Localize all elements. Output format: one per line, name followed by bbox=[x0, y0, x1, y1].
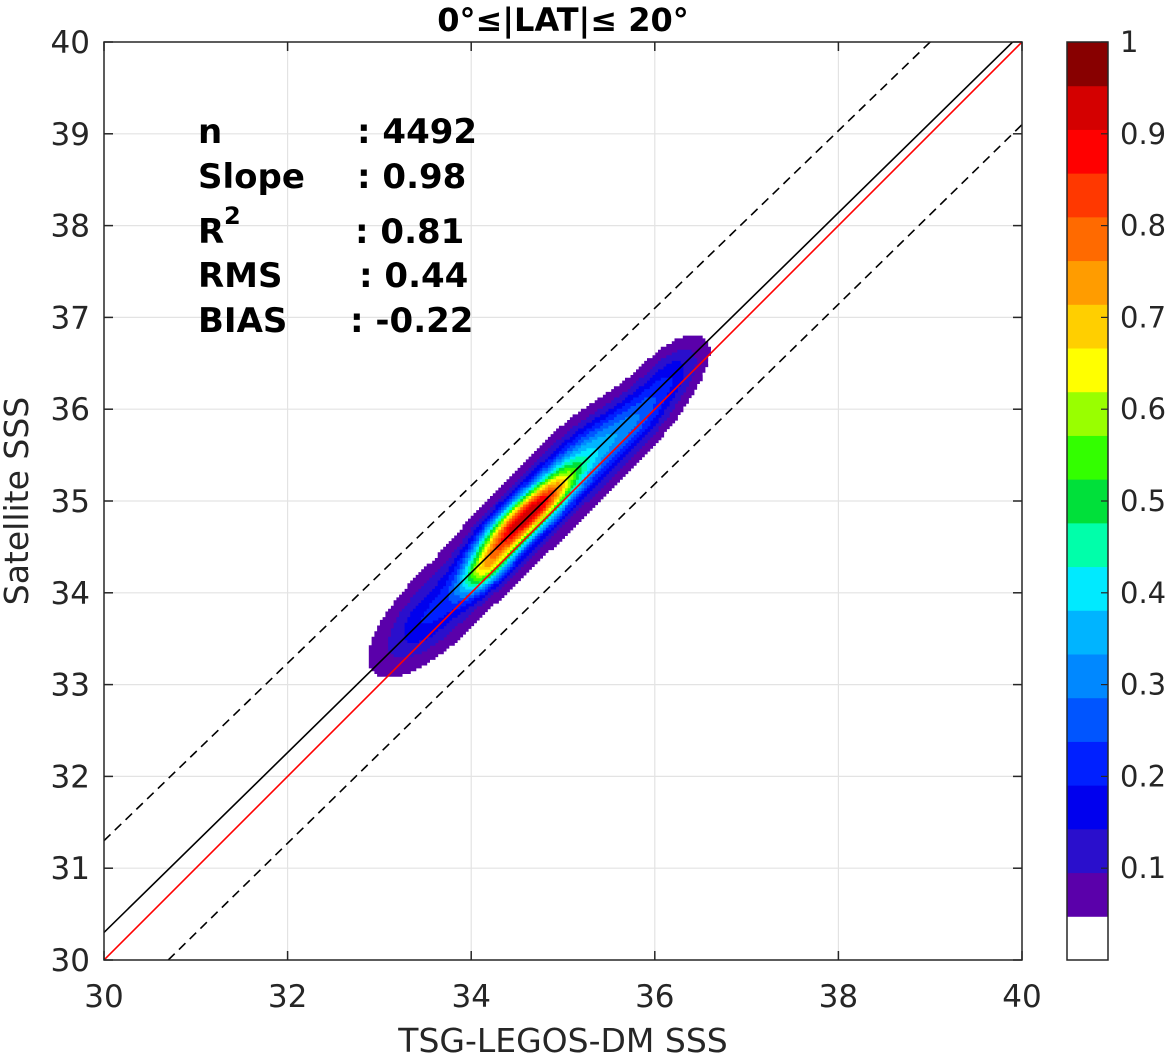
x-tick-label: 30 bbox=[84, 979, 123, 1015]
colorbar-tick-label: 0.3 bbox=[1120, 668, 1166, 702]
colorbar-segment bbox=[1067, 216, 1108, 262]
colorbar-segment bbox=[1067, 304, 1108, 349]
colorbar: 0.1 0.2 0.3 0.4 0.5 0.6 0.7 0.8 0.9 1 bbox=[1066, 25, 1166, 961]
y-tick-label: 31 bbox=[51, 851, 90, 887]
axis-ticks: 30 32 34 36 38 40 30 31 32 33 34 35 36 37 38 39 40 bbox=[51, 25, 1042, 1015]
colorbar-segment bbox=[1067, 391, 1108, 436]
stat-n-label: n bbox=[198, 112, 222, 152]
y-tick-label: 40 bbox=[51, 25, 90, 61]
stat-r2-value: : 0.81 bbox=[355, 212, 464, 252]
colorbar-segment bbox=[1067, 697, 1108, 742]
stat-rms-label: RMS bbox=[198, 256, 283, 296]
colorbar-segment bbox=[1067, 785, 1108, 830]
stat-n-value: : 4492 bbox=[357, 112, 477, 152]
grid-lines bbox=[104, 42, 1022, 960]
colorbar-tick-label: 0.1 bbox=[1120, 851, 1166, 885]
colorbar-tick-label: 0.8 bbox=[1120, 209, 1166, 243]
colorbar-segment bbox=[1067, 828, 1108, 874]
x-tick-label: 38 bbox=[819, 979, 858, 1015]
stat-rms-value: : 0.44 bbox=[359, 256, 468, 296]
x-tick-label: 32 bbox=[268, 979, 307, 1015]
x-tick-label: 36 bbox=[635, 979, 674, 1015]
x-tick-label: 40 bbox=[1002, 979, 1041, 1015]
colorbar-tick-label: 0.2 bbox=[1120, 759, 1166, 793]
colorbar-segment bbox=[1067, 260, 1108, 305]
stat-slope-label: Slope bbox=[198, 157, 305, 197]
colorbar-tick-label: 0.4 bbox=[1120, 576, 1166, 610]
colorbar-segment bbox=[1067, 916, 1108, 961]
y-tick-label: 37 bbox=[51, 300, 90, 336]
colorbar-segment bbox=[1067, 741, 1108, 786]
x-axis-label: TSG-LEGOS-DM SSS bbox=[397, 1021, 727, 1055]
colorbar-segment bbox=[1067, 610, 1108, 655]
stat-bias-value: : -0.22 bbox=[350, 301, 473, 341]
y-tick-label: 34 bbox=[51, 576, 90, 612]
colorbar-tick-label: 1 bbox=[1120, 25, 1138, 59]
stat-slope-value: : 0.98 bbox=[357, 157, 466, 197]
colorbar-segment bbox=[1067, 872, 1108, 917]
y-tick-label: 39 bbox=[51, 117, 90, 153]
colorbar-segment bbox=[1067, 173, 1108, 218]
y-axis-label: Satellite SSS bbox=[0, 397, 36, 606]
y-tick-label: 38 bbox=[51, 209, 90, 245]
colorbar-segment bbox=[1067, 85, 1108, 130]
lower-bound-line bbox=[167, 124, 1022, 960]
colorbar-segment bbox=[1067, 566, 1108, 611]
y-tick-label: 33 bbox=[51, 668, 90, 704]
stat-bias-label: BIAS bbox=[198, 301, 287, 341]
colorbar-tick-label: 0.5 bbox=[1120, 484, 1166, 518]
stat-r2-label: R bbox=[198, 212, 224, 252]
colorbar-tick-label: 0.6 bbox=[1120, 392, 1166, 426]
y-tick-label: 30 bbox=[51, 943, 90, 979]
reference-lines bbox=[104, 42, 1022, 960]
stats-box: n : 4492 Slope : 0.98 R 2 : 0.81 RMS : 0… bbox=[198, 112, 477, 341]
regression-line bbox=[104, 42, 1014, 934]
colorbar-segment bbox=[1067, 129, 1108, 174]
colorbar-segment bbox=[1067, 42, 1108, 87]
y-tick-label: 32 bbox=[51, 759, 90, 795]
upper-bound-line bbox=[104, 42, 931, 842]
colorbar-segment bbox=[1067, 654, 1108, 699]
y-tick-label: 35 bbox=[51, 484, 90, 520]
one-to-one-line bbox=[104, 42, 1022, 960]
stat-r2-sup: 2 bbox=[224, 202, 241, 230]
colorbar-segment bbox=[1067, 522, 1108, 568]
colorbar-segment bbox=[1067, 348, 1108, 393]
colorbar-segment bbox=[1067, 435, 1108, 480]
chart-title: 0°≤|LAT|≤ 20° bbox=[437, 1, 688, 40]
colorbar-tick-label: 0.9 bbox=[1120, 117, 1166, 151]
y-tick-label: 36 bbox=[51, 392, 90, 428]
x-tick-label: 34 bbox=[451, 979, 490, 1015]
colorbar-tick-label: 0.7 bbox=[1120, 300, 1166, 334]
